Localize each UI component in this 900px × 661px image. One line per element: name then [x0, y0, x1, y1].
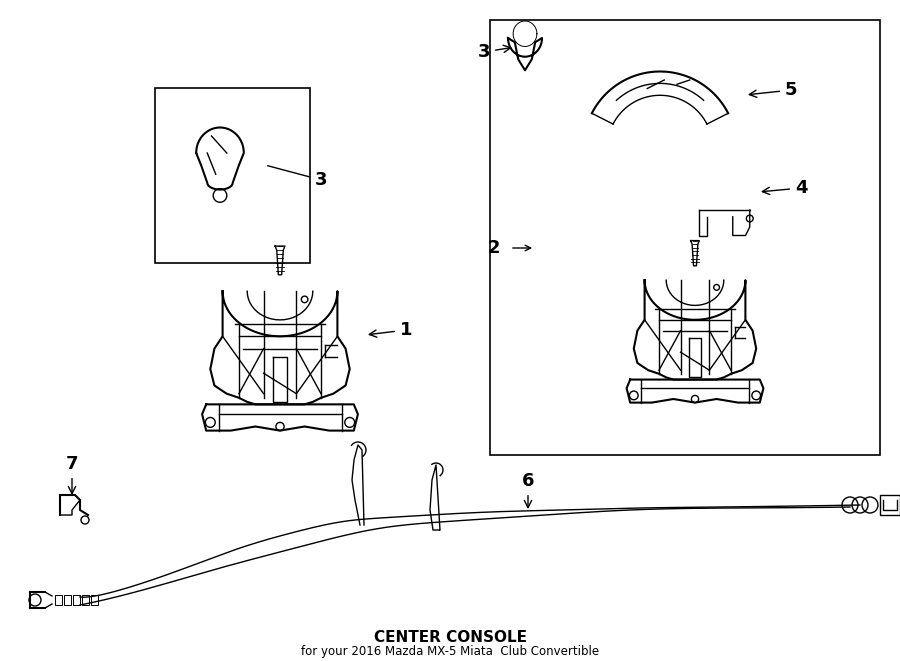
Polygon shape [626, 379, 763, 403]
Polygon shape [211, 292, 350, 405]
Bar [82, 595, 89, 605]
Bar [55, 595, 62, 605]
Bar [490, 20, 880, 455]
Bar [64, 595, 71, 605]
Polygon shape [196, 128, 244, 190]
Bar [880, 495, 900, 515]
Text: 4: 4 [762, 179, 807, 197]
Text: 6: 6 [522, 472, 535, 508]
Text: 3: 3 [478, 43, 510, 61]
Bar [155, 88, 310, 263]
Polygon shape [275, 246, 285, 275]
Text: 2: 2 [488, 239, 500, 257]
Text: 5: 5 [750, 81, 797, 99]
Bar [91, 595, 98, 605]
Text: 7: 7 [66, 455, 78, 494]
Text: CENTER CONSOLE: CENTER CONSOLE [374, 631, 526, 646]
Polygon shape [690, 241, 699, 266]
Polygon shape [592, 71, 728, 124]
Text: 1: 1 [369, 321, 412, 339]
Polygon shape [634, 280, 756, 379]
Text: 3: 3 [267, 166, 328, 189]
Polygon shape [508, 38, 542, 70]
Text: for your 2016 Mazda MX-5 Miata  Club Convertible: for your 2016 Mazda MX-5 Miata Club Conv… [301, 646, 599, 658]
Bar [73, 595, 80, 605]
Polygon shape [202, 405, 358, 430]
